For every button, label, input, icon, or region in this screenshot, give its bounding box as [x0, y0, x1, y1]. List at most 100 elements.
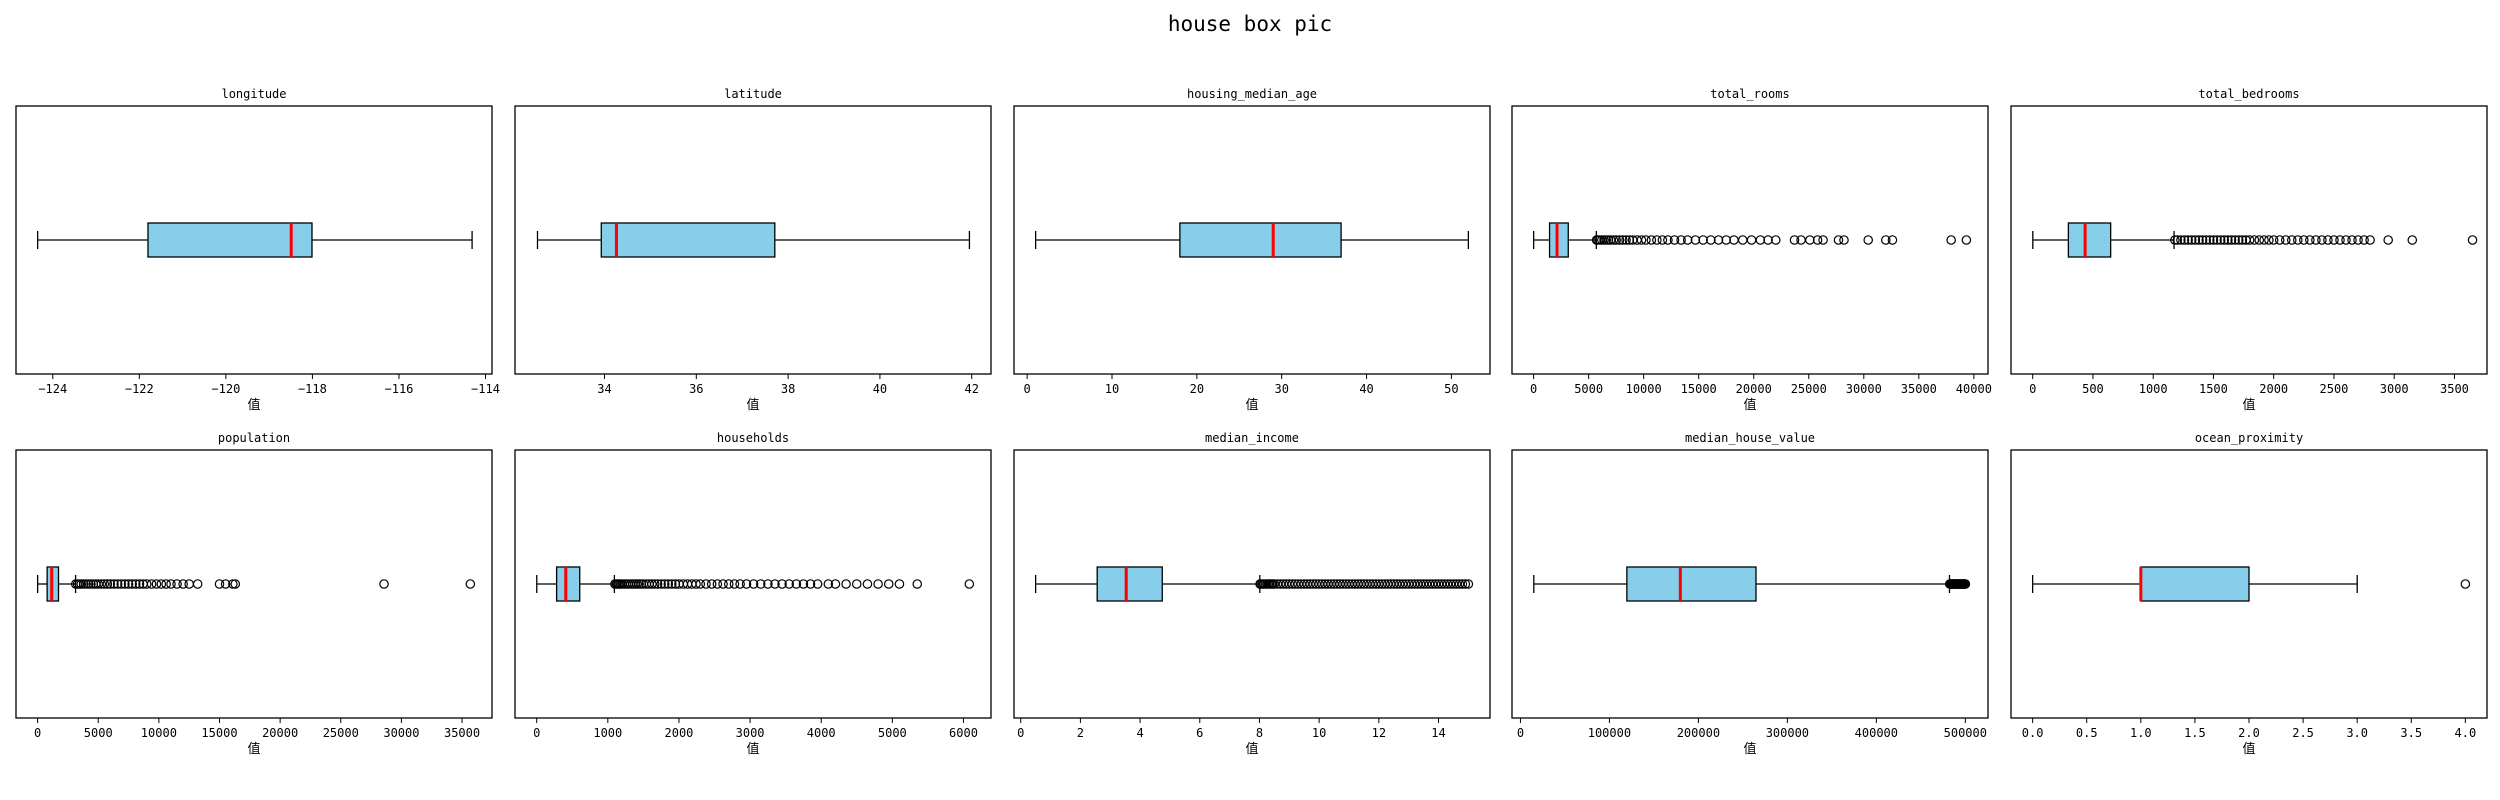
outlier-point	[2170, 235, 2180, 245]
x-tick-label: 0	[1017, 726, 1024, 740]
iqr-box	[1626, 566, 1757, 602]
axes-frame	[1013, 105, 1491, 375]
outlier-point	[1460, 579, 1471, 589]
outlier-point	[1887, 235, 1898, 245]
outlier-point	[798, 579, 809, 589]
x-tick-label: 25000	[1791, 382, 1827, 396]
outlier-point	[755, 579, 766, 589]
subplot-median_house_value: median_house_value 0 100000 200000 300000 400…	[1511, 431, 1989, 757]
x-tick-label: 10	[1105, 382, 1119, 396]
outlier-point	[1805, 235, 1815, 245]
outlier-point	[830, 579, 841, 589]
outlier-point	[123, 579, 134, 589]
x-tick-label: 35000	[444, 726, 480, 740]
outlier-point	[735, 579, 745, 589]
x-axis-label: 值	[1245, 741, 1258, 757]
outlier-point	[652, 579, 663, 589]
x-tick-label: 35000	[1901, 382, 1937, 396]
outlier-point	[86, 579, 96, 589]
outlier-point	[2460, 579, 2471, 589]
outlier-point	[2311, 235, 2321, 245]
outlier-point	[718, 579, 728, 589]
outlier-point	[161, 579, 171, 589]
axes-frame	[1511, 449, 1989, 719]
iqr-box	[600, 222, 776, 258]
x-tick-label: 2	[1077, 726, 1084, 740]
subplot-title: ocean_proximity	[2195, 431, 2303, 445]
outlier-point	[1457, 579, 1468, 589]
outlier-point	[1636, 235, 1647, 245]
outlier-point	[2172, 235, 2183, 245]
outlier-point	[2347, 235, 2357, 245]
outlier-point	[1621, 235, 1631, 245]
x-tick-label: 10	[1312, 726, 1326, 740]
outlier-point	[192, 579, 203, 589]
x-tick-label: 0	[2029, 382, 2036, 396]
outlier-point	[230, 579, 241, 589]
outlier-point	[791, 579, 802, 589]
outlier-point	[2226, 235, 2237, 245]
outlier-point	[770, 579, 780, 589]
outlier-point	[1614, 235, 1625, 245]
x-tick-label: −116	[385, 382, 414, 396]
x-tick-label: 42	[964, 382, 978, 396]
outlier-point	[2205, 235, 2215, 245]
outlier-point	[2230, 235, 2240, 245]
subplot-title: population	[218, 431, 290, 445]
x-tick-label: 5000	[84, 726, 113, 740]
x-tick-label: 3.5	[2400, 726, 2422, 740]
x-tick-label: 2000	[665, 726, 694, 740]
outlier-point	[1833, 235, 1844, 245]
outlier-point	[2259, 235, 2269, 245]
x-tick-label: 0	[34, 726, 41, 740]
outlier-point	[1669, 235, 1680, 245]
x-tick-label: 15000	[1681, 382, 1717, 396]
x-tick-label: 2.5	[2292, 726, 2314, 740]
outlier-point	[712, 579, 723, 589]
x-tick-label: 25000	[323, 726, 359, 740]
outlier-point	[1960, 579, 1971, 589]
subplot-ocean_proximity: ocean_proximity 0.0 0.5 1.0 1.5 2.0 2.5 3.0 3.5 4…	[2010, 431, 2488, 757]
x-tick-label: 30	[1274, 382, 1288, 396]
x-tick-label: 2000	[2259, 382, 2288, 396]
outlier-point	[96, 579, 107, 589]
outlier-point	[2201, 235, 2212, 245]
x-tick-label: 20	[1190, 382, 1204, 396]
outlier-point	[172, 579, 182, 589]
subplot-title: latitude	[724, 87, 782, 101]
x-tick-label: 100000	[1588, 726, 1631, 740]
outlier-point	[141, 579, 152, 589]
x-tick-label: 40	[1359, 382, 1373, 396]
x-tick-label: 20000	[1736, 382, 1772, 396]
outlier-point	[83, 579, 94, 589]
x-tick-label: 8	[1256, 726, 1263, 740]
subplot-title: median_house_value	[1685, 431, 1815, 445]
x-tick-label: 20000	[262, 726, 298, 740]
outlier-point	[120, 579, 130, 589]
x-tick-label: 5000	[1574, 382, 1603, 396]
x-tick-label: 4	[1136, 726, 1143, 740]
outlier-point	[146, 579, 157, 589]
outlier-point	[1755, 235, 1766, 245]
x-tick-label: −124	[38, 382, 67, 396]
x-tick-label: 34	[597, 382, 611, 396]
iqr-box	[2140, 566, 2250, 602]
x-tick-label: −114	[471, 382, 500, 396]
x-tick-label: 50	[1444, 382, 1458, 396]
outlier-point	[2286, 235, 2297, 245]
x-axis-label: 值	[1743, 397, 1756, 413]
outlier-point	[1663, 235, 1673, 245]
figure-title: house box pic	[1167, 12, 1333, 36]
outlier-point	[1737, 235, 1748, 245]
outlier-point	[1641, 235, 1651, 245]
outlier-point	[166, 579, 176, 589]
subplot-title: longitude	[221, 87, 286, 101]
outlier-point	[912, 579, 923, 589]
x-tick-label: 0.5	[2076, 726, 2098, 740]
x-tick-label: 15000	[201, 726, 237, 740]
x-tick-label: 1000	[2139, 382, 2168, 396]
outlier-point	[729, 579, 740, 589]
outlier-point	[2365, 235, 2375, 245]
subplot-median_income: median_income 0 2 4 6 8 10 12 14 值	[1013, 431, 1491, 757]
